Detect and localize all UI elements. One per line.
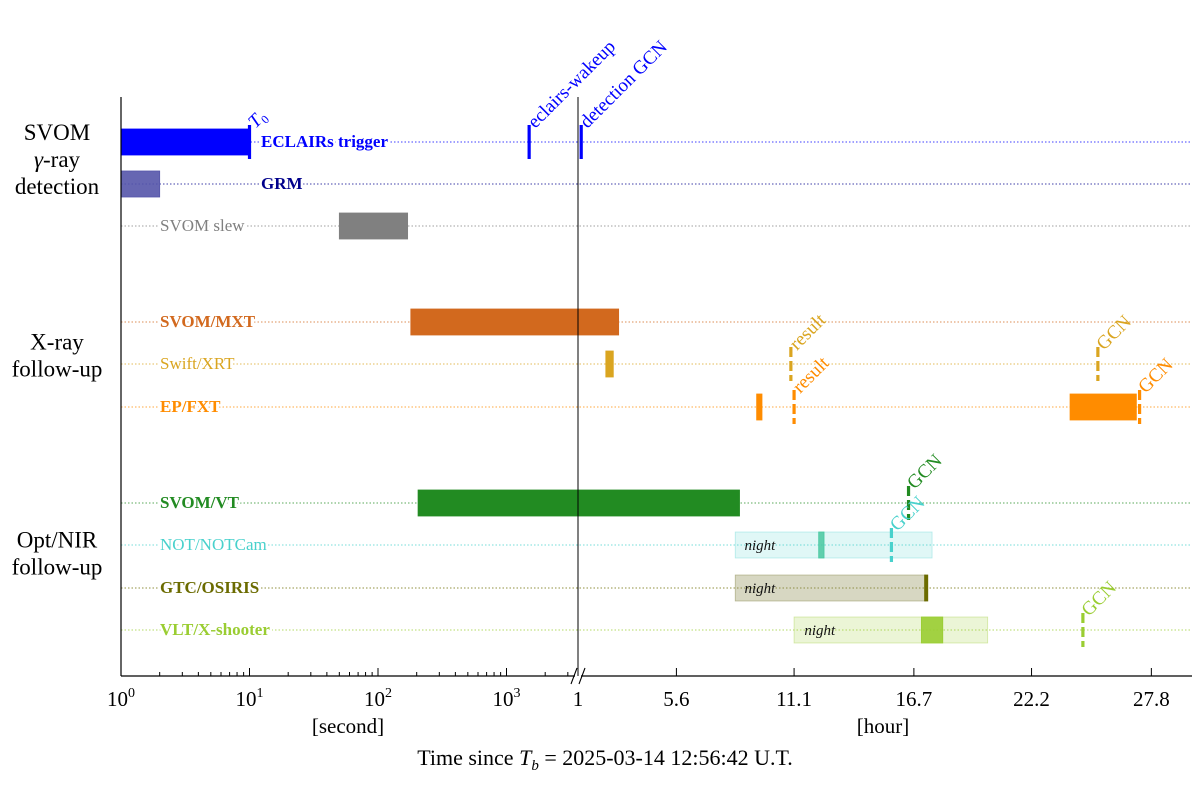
- bar-swift-xrt-4: [605, 350, 614, 378]
- x-axis-title: Time since Tb = 2025-03-14 12:56:42 U.T.: [417, 745, 793, 774]
- group-label-xray-1: follow-up: [12, 357, 103, 382]
- bar-gtc-osiris-10: [734, 574, 927, 602]
- night-label-vlt-xshooter: night: [804, 623, 836, 639]
- night-label-not-notcam: night: [744, 538, 776, 554]
- bar-gtc-osiris-11: [924, 574, 929, 602]
- tick-label-h-1: 1: [573, 687, 584, 711]
- row-label-svom-vt: SVOM/VT: [160, 493, 240, 512]
- tick-label-h-27.8: 27.8: [1133, 687, 1170, 711]
- group-label-svom-2: detection: [15, 174, 100, 199]
- bar-svom-slew-2: [338, 212, 409, 240]
- unit-label-seconds: [second]: [312, 714, 384, 738]
- bar-not-notcam-8: [734, 531, 933, 559]
- bar-ep-fxt-5: [756, 393, 763, 421]
- bar-ep-fxt-6: [1069, 393, 1137, 421]
- bar-svom-mxt-3: [410, 308, 620, 336]
- tick-label-h-22.2: 22.2: [1013, 687, 1050, 711]
- row-label-eclairs: ECLAIRs trigger: [261, 132, 388, 151]
- ep-result-marker-label: result: [789, 352, 834, 397]
- row-label-not-notcam: NOT/NOTCam: [160, 535, 267, 554]
- bar-vlt-xshooter-13: [920, 616, 944, 644]
- tick-label-h-5.6: 5.6: [663, 687, 689, 711]
- tick-label-s-1: 100: [107, 686, 135, 711]
- axis-break-slash-right: [578, 667, 586, 685]
- row-label-grm: GRM: [261, 174, 303, 193]
- group-label-optnir-0: Opt/NIR: [17, 528, 98, 553]
- tick-label-s-100: 102: [364, 686, 392, 711]
- group-label-xray-0: X-ray: [30, 330, 84, 355]
- row-label-swift-xrt: Swift/XRT: [160, 354, 235, 373]
- bar-svom-vt-7: [417, 489, 740, 517]
- unit-label-hours: [hour]: [857, 714, 909, 738]
- row-label-gtc-osiris: GTC/OSIRIS: [160, 578, 259, 597]
- night-label-gtc-osiris: night: [744, 581, 776, 597]
- group-label-svom-1: γ-ray: [34, 147, 81, 172]
- tick-label-h-11.1: 11.1: [776, 687, 812, 711]
- tick-label-s-1000: 103: [493, 686, 521, 711]
- tick-label-s-10: 101: [236, 686, 264, 711]
- group-label-svom-0: SVOM: [24, 120, 90, 145]
- axes: 100 101 102 103 1 5.6 11.1 16.7 22.2 27.8 [second]…: [107, 97, 1192, 774]
- group-labels: SVOMγ-raydetectionX-rayfollow-upOpt/NIRf…: [12, 120, 103, 580]
- bar-grm-1: [120, 170, 161, 198]
- group-label-optnir-1: follow-up: [12, 555, 103, 580]
- bars-layer: night night night: [120, 128, 1137, 644]
- row-label-svom-slew: SVOM slew: [160, 216, 245, 235]
- bar-not-notcam-9: [818, 531, 825, 559]
- bar-eclairs-0: [120, 128, 250, 156]
- row-label-vlt-xshooter: VLT/X-shooter: [160, 620, 270, 639]
- bar-vlt-xshooter-12: [793, 616, 989, 644]
- row-guide-lines: [121, 141, 1192, 631]
- row-labels: ECLAIRs trigger GRM SVOM slew SVOM/MXT Swift…: [158, 130, 391, 642]
- row-label-svom-mxt: SVOM/MXT: [160, 312, 256, 331]
- tick-label-h-16.7: 16.7: [896, 687, 933, 711]
- eclairs-wakeup-marker-label: eclairs-wakeup: [524, 36, 620, 132]
- axis-break-slash-left: [570, 667, 578, 685]
- row-label-ep-fxt: EP/FXT: [160, 397, 221, 416]
- swift-result-marker-label: result: [786, 309, 831, 354]
